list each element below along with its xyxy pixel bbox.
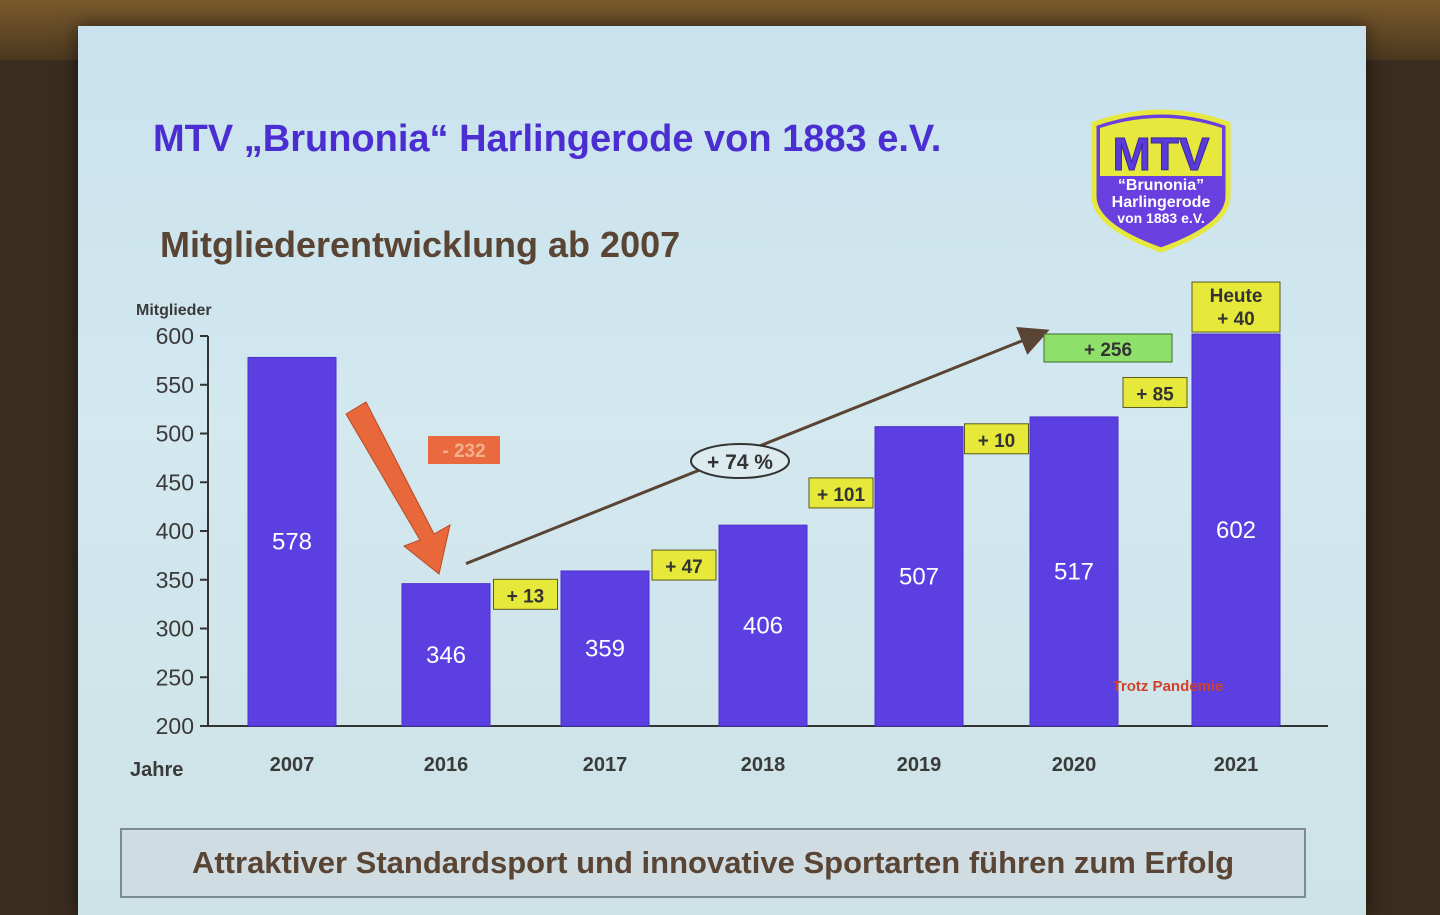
x-tick-label: 2017: [583, 754, 628, 776]
club-logo: MTV “Brunonia” Harlingerode von 1883 e.V…: [1091, 109, 1231, 253]
delta-box: [493, 578, 558, 610]
bar-value-label: 346: [426, 642, 466, 669]
y-axis-title: Mitglieder: [136, 302, 212, 319]
y-tick-label: 400: [156, 518, 194, 544]
logo-mtv-text: MTV: [1112, 128, 1209, 180]
bar: [560, 570, 650, 727]
logo-banner: [1100, 118, 1222, 176]
y-tick-label: 300: [156, 616, 194, 642]
chart-title: Mitgliederentwicklung ab 2007: [160, 224, 681, 265]
bar: [1029, 416, 1119, 727]
bar-value-label: 578: [272, 529, 312, 556]
delta-box: [651, 549, 717, 581]
loss-label: - 232: [442, 441, 485, 462]
delta-label: + 13: [507, 586, 545, 607]
delta-box: [1122, 376, 1188, 408]
presentation-slide: MTV „Brunonia“ Harlingerode von 1883 e.V…: [78, 26, 1366, 915]
x-tick-label: 2016: [424, 754, 469, 776]
bar: [1191, 333, 1281, 727]
delta-label: + 47: [665, 557, 703, 578]
delta-label: + 10: [978, 431, 1016, 452]
x-tick-label: 2020: [1052, 754, 1097, 776]
y-tick-label: 350: [156, 567, 194, 593]
bar: [401, 583, 491, 727]
decline-arrow: [345, 401, 451, 575]
loss-box: [428, 436, 500, 464]
delta-label: + 101: [817, 485, 866, 506]
x-axis-title: Jahre: [130, 759, 183, 781]
today-box: [1191, 281, 1281, 333]
growth-total-box: [1043, 333, 1173, 363]
logo-line-3: Harlingerode: [1112, 194, 1211, 211]
y-tick-label: 600: [156, 323, 194, 349]
x-tick-label: 2018: [741, 754, 786, 776]
membership-chart: Mitglieder Jahre 600 550 500 450 400 350 300 25…: [130, 281, 1328, 781]
y-tick-label: 450: [156, 469, 194, 495]
logo-line-4: von 1883 e.V.: [1117, 210, 1204, 226]
y-tick-label: 500: [156, 421, 194, 447]
bar-value-label: 406: [743, 613, 783, 640]
delta-label: + 85: [1136, 384, 1174, 405]
growth-total-label: + 256: [1084, 340, 1132, 361]
x-tick-label: 2019: [897, 754, 942, 776]
delta-box: [964, 423, 1029, 455]
today-label-line2: + 40: [1217, 309, 1255, 330]
bar-value-label: 359: [585, 635, 625, 662]
y-tick-label: 200: [156, 713, 194, 739]
bar-value-label: 602: [1216, 517, 1256, 544]
slide-title: MTV „Brunonia“ Harlingerode von 1883 e.V…: [153, 118, 942, 160]
x-tick-label: 2021: [1214, 754, 1259, 776]
growth-percent-ellipse: [690, 443, 790, 479]
bar-value-label: 517: [1054, 558, 1094, 585]
x-tick-label: 2007: [270, 754, 315, 776]
bar: [247, 356, 337, 727]
bar: [718, 524, 808, 727]
bar-value-label: 507: [899, 563, 939, 590]
logo-line-2: “Brunonia”: [1118, 177, 1204, 194]
today-label-line1: Heute: [1210, 286, 1263, 307]
pandemic-note: Trotz Pandemie: [1113, 678, 1224, 695]
footer-text: Attraktiver Standardsport und innovative…: [191, 845, 1235, 880]
footer-banner: Attraktiver Standardsport und innovative…: [120, 828, 1306, 898]
delta-box: [808, 477, 874, 509]
bar: [874, 426, 964, 727]
growth-percent-label: + 74 %: [707, 451, 773, 474]
y-tick-label: 550: [156, 372, 194, 398]
y-tick-label: 250: [156, 664, 194, 690]
